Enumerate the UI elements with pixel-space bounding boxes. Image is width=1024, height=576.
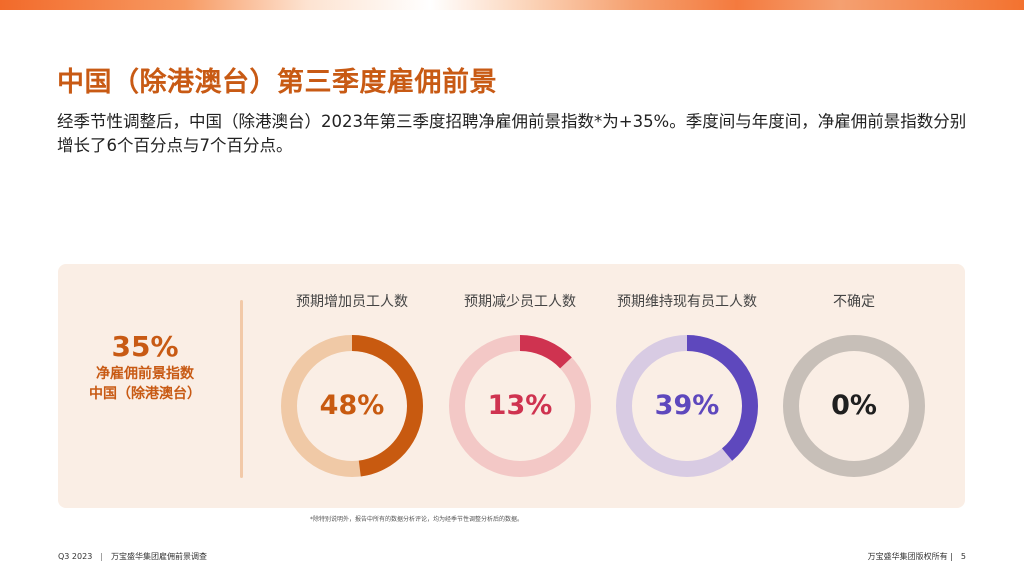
donut-arc [616, 335, 758, 477]
index-label-line1: 净雇佣前景指数 [96, 366, 194, 382]
footnote: *除特别说明外，报告中所有的数据分析评论，均为经季节性调整分析后的数据。 [310, 516, 524, 523]
donut-label: 预期增加员工人数 [296, 294, 408, 310]
slide-subtitle: 经季节性调整后，中国（除港澳台）2023年第三季度招聘净雇佣前景指数*为+35%… [57, 112, 967, 155]
footer-report-title: 万宝盛华集团雇佣前景调查 [111, 552, 207, 561]
donut-chart: 48% [280, 334, 424, 478]
donut-column-decrease: 预期减少员工人数 13% [440, 292, 600, 478]
index-label-line2: 中国（除港澳台） [89, 386, 201, 402]
donut-column-uncertain: 不确定 0% [774, 292, 934, 478]
donut-chart: 13% [448, 334, 592, 478]
donut-column-increase: 预期增加员工人数 48% [272, 292, 432, 478]
page-number: 5 [960, 552, 966, 561]
index-value: 35% [111, 330, 179, 363]
footer-report-code: Q3 2023 [58, 552, 93, 561]
footer-separator: | [100, 552, 103, 561]
index-block: 35% 净雇佣前景指数 中国（除港澳台） [70, 330, 220, 404]
top-decorative-band [0, 0, 1024, 10]
donut-arc [281, 335, 423, 477]
donut-label: 不确定 [833, 294, 875, 310]
donut-chart: 39% [615, 334, 759, 478]
donut-track [783, 335, 925, 477]
donut-percent: 48% [319, 390, 385, 421]
slide-title: 中国（除港澳台）第三季度雇佣前景 [57, 67, 497, 98]
footer-copyright: 万宝盛华集团版权所有 | [867, 552, 953, 561]
donut-percent: 13% [487, 390, 553, 421]
donut-label: 预期减少员工人数 [464, 294, 576, 310]
donut-arc [449, 335, 591, 477]
donut-label: 预期维持现有员工人数 [617, 294, 757, 310]
donut-chart: 0% [782, 334, 926, 478]
footer-left: Q3 2023 | 万宝盛华集团雇佣前景调查 [58, 551, 207, 562]
footer-right: 万宝盛华集团版权所有 | 5 [868, 551, 966, 562]
donut-column-maintain: 预期维持现有员工人数 39% [607, 292, 767, 478]
panel-divider [240, 300, 243, 478]
donut-percent: 39% [654, 390, 720, 421]
donut-percent: 0% [831, 390, 877, 421]
